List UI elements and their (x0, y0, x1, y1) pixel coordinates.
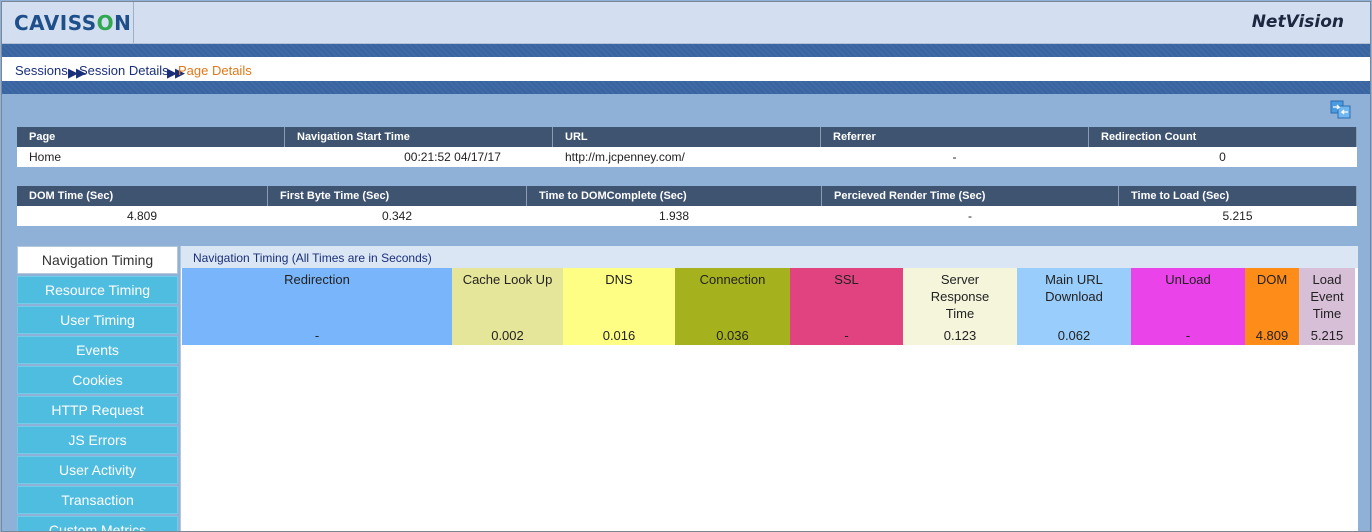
timing-value: 0.036 (716, 328, 749, 343)
col-header: First Byte Time (Sec) (267, 186, 527, 206)
breadcrumb-separator-icon: ▶▶ (167, 65, 185, 80)
tab-user-timing[interactable]: User Timing (17, 306, 178, 334)
tab-js-errors[interactable]: JS Errors (17, 426, 178, 454)
timing-label: DNS (605, 272, 633, 287)
tab-http-request[interactable]: HTTP Request (17, 396, 178, 424)
timing-label: Load Event Time (1310, 272, 1344, 321)
cell-page: Home (17, 147, 285, 167)
table-header-row: DOM Time (Sec) First Byte Time (Sec) Tim… (17, 186, 1357, 206)
timing-value: - (1185, 328, 1191, 343)
timing-col-ssl: SSL - (790, 268, 903, 345)
timing-value: - (844, 328, 849, 343)
cell-dom-time: 4.809 (17, 206, 268, 226)
col-header: URL (552, 127, 821, 147)
breadcrumb-page-details: Page Details (178, 63, 252, 78)
timing-value: 0.123 (943, 328, 977, 343)
timing-col-dom: DOM 4.809 (1245, 268, 1299, 345)
timing-value: 0.016 (602, 328, 636, 343)
timing-value: 5.215 (1310, 328, 1344, 343)
timing-label: SSL (834, 272, 859, 287)
timing-label: Main URL Download (1045, 272, 1103, 304)
timing-summary-table: DOM Time (Sec) First Byte Time (Sec) Tim… (17, 186, 1357, 226)
table-row: 4.809 0.342 1.938 - 5.215 (17, 206, 1357, 226)
breadcrumb-separator-icon: ▶▶ (68, 65, 86, 80)
cell-redirection-count: 0 (1088, 147, 1357, 167)
cell-referrer: - (820, 147, 1089, 167)
detail-tabs: Navigation Timing Resource Timing User T… (17, 246, 178, 531)
cell-url: http://m.jcpenney.com/ (552, 147, 821, 167)
timing-label: DOM (1256, 272, 1288, 287)
timing-value: 0.062 (1057, 328, 1091, 343)
cell-render-time: - (821, 206, 1119, 226)
timing-value: 4.809 (1255, 328, 1289, 343)
table-header-row: Page Navigation Start Time URL Referrer … (17, 127, 1357, 147)
timing-col-cache-lookup: Cache Look Up 0.002 (452, 268, 563, 345)
timing-value: 0.002 (491, 328, 524, 343)
breadcrumb: Sessions ▶▶ Session Details ▶▶ Page Deta… (2, 57, 1370, 81)
tab-resource-timing[interactable]: Resource Timing (17, 276, 178, 304)
page-info-table: Page Navigation Start Time URL Referrer … (17, 127, 1357, 167)
top-bar: CAVISSON NetVision (2, 2, 1370, 44)
tab-cookies[interactable]: Cookies (17, 366, 178, 394)
breadcrumb-sessions[interactable]: Sessions (15, 63, 68, 78)
col-header: Time to Load (Sec) (1118, 186, 1357, 206)
timing-label: UnLoad (1165, 272, 1211, 287)
logo-box: CAVISSON (2, 2, 134, 43)
header-stripe (2, 44, 1370, 57)
col-header: Navigation Start Time (284, 127, 553, 147)
table-row: Home 00:21:52 04/17/17 http://m.jcpenney… (17, 147, 1357, 167)
timing-col-connection: Connection 0.036 (675, 268, 790, 345)
tab-navigation-timing[interactable]: Navigation Timing (17, 246, 178, 274)
panel-title: Navigation Timing (All Times are in Seco… (181, 246, 1358, 268)
timing-value: - (314, 328, 320, 343)
cell-time-to-load: 5.215 (1118, 206, 1357, 226)
timing-label: Redirection (284, 272, 350, 287)
export-icon[interactable] (1330, 99, 1352, 119)
timing-col-load-event: Load Event Time 5.215 (1299, 268, 1355, 345)
timing-col-main-url-download: Main URL Download 0.062 (1017, 268, 1131, 345)
timing-label: Cache Look Up (462, 272, 553, 287)
breadcrumb-session-details[interactable]: Session Details (79, 63, 169, 78)
product-name: NetVision (1251, 12, 1344, 32)
tab-transaction[interactable]: Transaction (17, 486, 178, 514)
cell-first-byte: 0.342 (267, 206, 527, 226)
timing-col-redirection: Redirection - (182, 268, 452, 345)
col-header: Percieved Render Time (Sec) (821, 186, 1119, 206)
cell-dom-complete: 1.938 (526, 206, 822, 226)
tab-events[interactable]: Events (17, 336, 178, 364)
timing-col-dns: DNS 0.016 (563, 268, 675, 345)
tab-user-activity[interactable]: User Activity (17, 456, 178, 484)
logo[interactable]: CAVISSON (14, 11, 132, 35)
tab-custom-metrics[interactable]: Custom Metrics (17, 516, 178, 531)
timing-col-server-response: Server Response Time 0.123 (903, 268, 1017, 345)
col-header: Time to DOMComplete (Sec) (526, 186, 822, 206)
toolbar-stripe (2, 81, 1370, 94)
timing-col-unload: UnLoad - (1131, 268, 1245, 345)
col-header: Page (17, 127, 285, 147)
timing-label: Server Response Time (930, 272, 990, 321)
col-header: Referrer (820, 127, 1089, 147)
timing-breakdown: Redirection - Cache Look Up 0.002 DNS 0.016… (182, 268, 1355, 345)
cell-nav-start: 00:21:52 04/17/17 (284, 147, 553, 167)
col-header: DOM Time (Sec) (17, 186, 268, 206)
col-header: Redirection Count (1088, 127, 1357, 147)
timing-label: Connection (699, 272, 766, 287)
navigation-timing-panel: Navigation Timing (All Times are in Seco… (180, 246, 1358, 531)
